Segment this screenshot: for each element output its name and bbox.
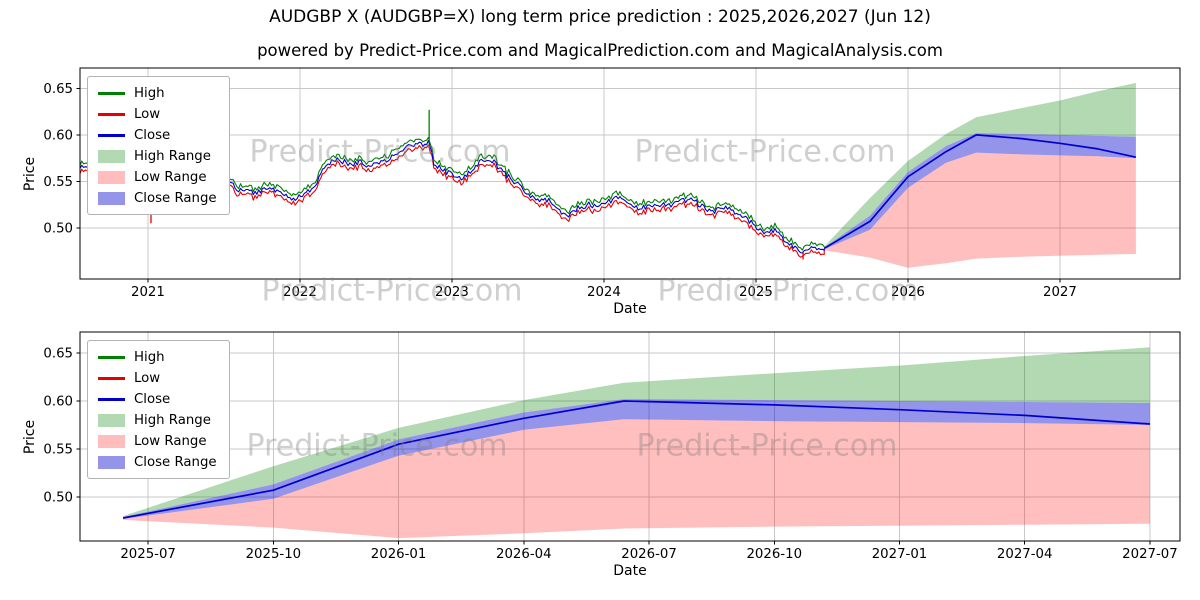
- x-axis-label-bottom: Date: [613, 563, 647, 579]
- x-tick-label: 2026-04: [496, 547, 552, 562]
- legend-bottom: High Low Close High Range Low Range Close Ran…: [87, 340, 230, 479]
- legend-item-close: Close: [98, 390, 217, 408]
- legend-swatch-low: [98, 112, 125, 116]
- chart-title: AUDGBP X (AUDGBP=X) long term price pred…: [269, 7, 931, 27]
- axes-spine: [79, 67, 1181, 280]
- legend-top: High Low Close High Range Low Range Close Ran…: [87, 76, 230, 215]
- x-tick-label: 2027-04: [997, 547, 1053, 562]
- legend-label-close: Close: [134, 391, 171, 407]
- x-tick-label: 2026-10: [746, 547, 802, 562]
- legend-item-high-range: High Range: [98, 147, 217, 165]
- x-tick-label: 2025-10: [246, 547, 302, 562]
- y-tick-label: 0.65: [43, 82, 73, 97]
- legend-swatch-high: [98, 91, 125, 95]
- y-tick-label: 0.50: [43, 490, 73, 505]
- x-tick-label: 2027-01: [872, 547, 928, 562]
- y-tick-label: 0.55: [43, 442, 73, 457]
- y-tick-label: 0.65: [43, 347, 73, 362]
- legend-item-close-range: Close Range: [98, 453, 217, 471]
- forecast-close-line: [122, 400, 1150, 519]
- y-tick-label: 0.60: [43, 128, 73, 143]
- legend-label-close-range: Close Range: [134, 454, 217, 470]
- low-range-band: [123, 419, 1150, 539]
- low-range-band: [824, 152, 1136, 268]
- high-range-band: [824, 82, 1136, 248]
- x-tick-label: 2024: [587, 285, 621, 300]
- legend-swatch-low: [98, 376, 125, 380]
- x-tick-label: 2023: [435, 285, 469, 300]
- close-range-band: [123, 399, 1150, 519]
- axes-spine: [79, 331, 1181, 542]
- legend-label-close-range: Close Range: [134, 190, 217, 206]
- x-tick-label: 2025-07: [120, 547, 176, 562]
- y-tick-label: 0.55: [43, 175, 73, 190]
- y-axis-label-bottom: Price: [22, 419, 38, 455]
- legend-label-high: High: [134, 349, 165, 365]
- x-tick-label: 2026-01: [371, 547, 427, 562]
- legend-label-low-range: Low Range: [134, 433, 207, 449]
- high-range-band: [123, 347, 1150, 517]
- legend-label-high-range: High Range: [134, 412, 211, 428]
- legend-item-low: Low: [98, 105, 217, 123]
- x-tick-label: 2026: [891, 285, 925, 300]
- y-tick-label: 0.60: [43, 395, 73, 410]
- legend-item-low-range: Low Range: [98, 432, 217, 450]
- legend-swatch-close: [98, 133, 125, 137]
- close-range-band: [824, 133, 1136, 250]
- legend-item-close: Close: [98, 126, 217, 144]
- legend-item-low: Low: [98, 369, 217, 387]
- legend-label-low: Low: [134, 106, 161, 122]
- legend-label-low-range: Low Range: [134, 169, 207, 185]
- x-tick-label: 2027-07: [1122, 547, 1178, 562]
- chart-subtitle: powered by Predict-Price.com and Magical…: [257, 41, 943, 60]
- legend-swatch-low-range: [98, 170, 125, 184]
- legend-label-low: Low: [134, 370, 161, 386]
- legend-swatch-high-range: [98, 413, 125, 427]
- legend-swatch-low-range: [98, 434, 125, 448]
- y-axis-label-top: Price: [22, 156, 38, 192]
- legend-item-low-range: Low Range: [98, 168, 217, 186]
- legend-label-high: High: [134, 85, 165, 101]
- legend-label-high-range: High Range: [134, 148, 211, 164]
- x-tick-label: 2026-07: [621, 547, 677, 562]
- forecast-close-line: [823, 134, 1137, 250]
- legend-swatch-close-range: [98, 191, 125, 205]
- legend-label-close: Close: [134, 127, 171, 143]
- legend-item-close-range: Close Range: [98, 189, 217, 207]
- x-tick-label: 2022: [283, 285, 317, 300]
- x-tick-label: 2027: [1043, 285, 1077, 300]
- y-tick-label: 0.50: [43, 221, 73, 236]
- legend-swatch-close: [98, 397, 125, 401]
- legend-item-high-range: High Range: [98, 411, 217, 429]
- x-axis-label-top: Date: [613, 301, 647, 317]
- legend-swatch-close-range: [98, 455, 125, 469]
- legend-item-high: High: [98, 84, 217, 102]
- legend-item-high: High: [98, 348, 217, 366]
- x-tick-label: 2025: [739, 285, 773, 300]
- x-tick-label: 2021: [131, 285, 165, 300]
- legend-swatch-high: [98, 355, 125, 359]
- legend-swatch-high-range: [98, 149, 125, 163]
